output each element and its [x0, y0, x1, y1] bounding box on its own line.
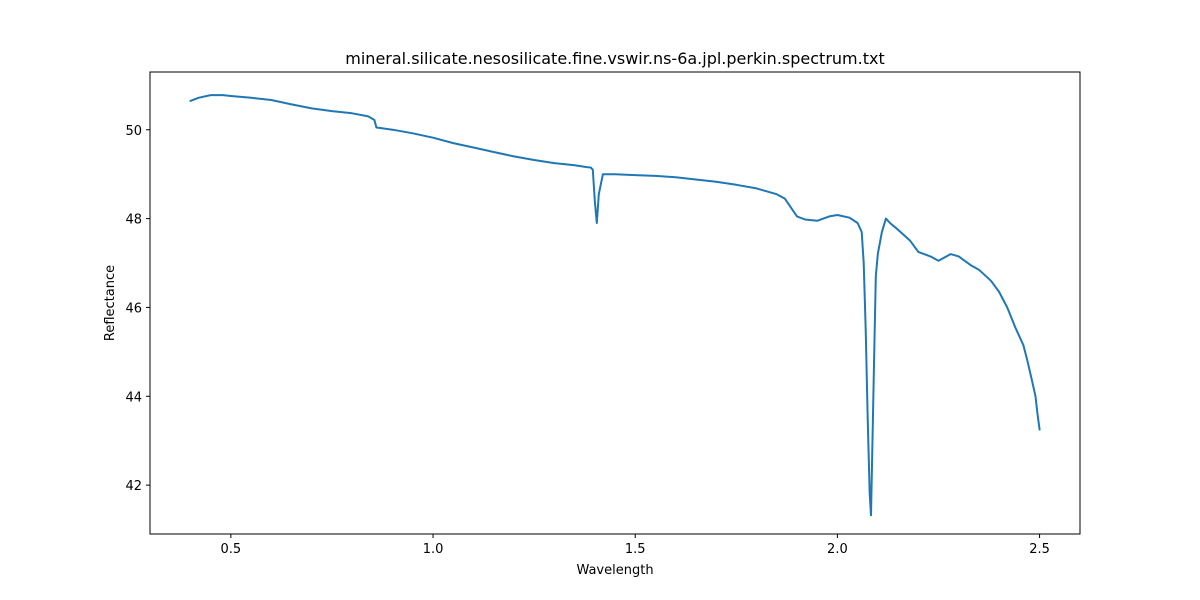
y-tick-label: 44	[125, 390, 142, 405]
x-tick-label: 1.0	[423, 542, 444, 557]
y-tick-label: 42	[125, 479, 142, 494]
x-tick-label: 2.0	[827, 542, 848, 557]
y-axis-label: Reflectance	[103, 265, 118, 341]
series-layer	[189, 94, 1041, 517]
plot-area	[150, 72, 1080, 534]
x-tick-label: 2.5	[1029, 542, 1050, 557]
x-tick-label: 0.5	[221, 542, 242, 557]
x-tick-label: 1.5	[625, 542, 646, 557]
y-tick-label: 50	[125, 124, 142, 139]
y-tick-label: 48	[125, 213, 142, 228]
plot-frame	[149, 71, 1081, 535]
chart-title: mineral.silicate.nesosilicate.fine.vswir…	[345, 49, 884, 68]
series-line-0	[189, 94, 1041, 517]
y-axis-ticks: 42 44 46 48 50	[125, 124, 150, 494]
y-tick-label: 46	[125, 301, 142, 316]
x-axis-ticks: 0.5 1.0 1.5 2.0 2.5	[221, 534, 1050, 557]
x-axis-label: Wavelength	[576, 563, 653, 578]
